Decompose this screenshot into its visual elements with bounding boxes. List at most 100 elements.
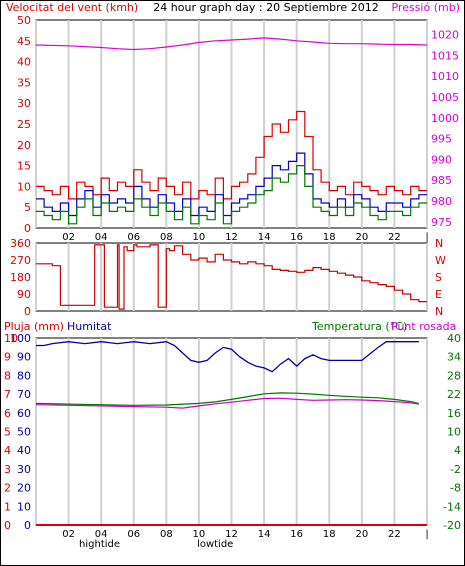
temperature-axis-title: Temperatura (°C) (311, 320, 407, 333)
x-tick-label: 10 (193, 529, 206, 540)
direction-tick-label: 360 (10, 237, 31, 250)
humidity-tick-label: 40 (17, 444, 31, 457)
temperature-series-line (35, 392, 420, 406)
rain-tick-label: 1 (4, 500, 11, 513)
x-tick-label: 20 (355, 529, 368, 540)
temperature-tick-label: 34 (447, 351, 461, 364)
humidity-tick-label: 70 (17, 388, 31, 401)
x-tick-label: | (425, 529, 428, 540)
rain-tick-label: 2 (4, 482, 11, 495)
temperature-tick-label: -14 (443, 500, 461, 513)
x-tick-label: 18 (323, 232, 336, 243)
pressure-tick-label: 990 (431, 153, 452, 166)
wind-tick-label: 0 (24, 222, 31, 235)
temperature-tick-label: -8 (450, 482, 461, 495)
pressure-tick-label: 1005 (431, 91, 459, 104)
dewpoint-axis-title: Punt rosada (391, 320, 456, 333)
x-tick-label: 08 (160, 529, 173, 540)
humidity-axis-title: Humitat (67, 320, 112, 333)
pressure-tick-label: 995 (431, 133, 452, 146)
wind-tick-label: 20 (17, 139, 31, 152)
chart-title: 24 hour graph day : 20 Septiembre 2012 (153, 1, 378, 14)
pressure-tick-label: 980 (431, 195, 452, 208)
x-tick-label: 02 (62, 232, 75, 243)
x-tick-label: | (425, 232, 428, 243)
gust-series-line (36, 110, 427, 200)
rain-tick-label: 0 (4, 519, 11, 532)
x-tick-label: 12 (225, 529, 238, 540)
pressure-tick-label: 975 (431, 216, 452, 229)
rain-tick-label: 6 (4, 407, 11, 420)
wind-tick-label: 35 (17, 76, 31, 89)
temperature-tick-label: 16 (447, 407, 461, 420)
direction-tick-label: 270 (10, 254, 31, 267)
humidity-tick-label: 50 (17, 426, 31, 439)
x-tick-label: 06 (127, 529, 140, 540)
pressure-axis-title: Pressió (mb) (391, 1, 460, 14)
wind-tick-label: 30 (17, 97, 31, 110)
temperature-tick-label: 10 (447, 426, 461, 439)
tide-label: lowtide (197, 539, 233, 550)
temperature-tick-label: 40 (447, 332, 461, 345)
temperature-tick-label: 4 (454, 444, 461, 457)
humidity-tick-label: 60 (17, 407, 31, 420)
compass-label: W (435, 254, 446, 267)
compass-label: E (435, 288, 442, 301)
pressure-tick-label: 985 (431, 174, 452, 187)
rain-tick-label: 9 (4, 351, 11, 364)
direction-series-line (36, 244, 427, 310)
wind-tick-label: 50 (17, 14, 31, 27)
pressure-tick-label: 1010 (431, 70, 459, 83)
panel-rain-humidity-temperature: Pluja (mm) Humitat Temperatura (°C)Punt ro… (4, 320, 461, 550)
x-tick-label: 22 (388, 232, 401, 243)
compass-label: N (435, 237, 443, 250)
pressure-series-line (35, 37, 428, 51)
wind-tick-label: 15 (17, 160, 31, 173)
x-tick-label: 12 (225, 232, 238, 243)
humidity-tick-label: 20 (17, 482, 31, 495)
compass-label: S (435, 271, 442, 284)
rain-tick-label: 7 (4, 388, 11, 401)
pressure-tick-label: 1015 (431, 49, 459, 62)
pressure-tick-label: 1020 (431, 29, 459, 42)
rain-tick-label: 8 (4, 369, 11, 382)
wind-axis-title: Velocitat del vent (kmh) (6, 1, 138, 14)
panel-wind-pressure: 0510152025303540455097598098599099510001… (17, 14, 459, 253)
x-tick-label: 18 (323, 529, 336, 540)
x-tick-label: 04 (95, 232, 108, 243)
wind-tick-label: 25 (17, 118, 31, 131)
x-tick-label: 10 (193, 232, 206, 243)
rain-tick-label: 10 (4, 332, 18, 345)
rain-axis-title: Pluja (mm) (4, 320, 64, 333)
x-tick-label: 02 (62, 529, 75, 540)
rain-tick-label: 3 (4, 463, 11, 476)
humidity-tick-label: 30 (17, 463, 31, 476)
direction-tick-label: 180 (10, 271, 31, 284)
tide-label: hightide (79, 539, 120, 550)
x-tick-label: 16 (290, 529, 303, 540)
x-tick-label: 22 (388, 529, 401, 540)
wind-tick-label: 45 (17, 35, 31, 48)
x-tick-label: 04 (95, 529, 108, 540)
direction-tick-label: 90 (17, 288, 31, 301)
rain-tick-label: 4 (4, 444, 11, 457)
wind-tick-label: 5 (24, 201, 31, 214)
x-tick-label: 06 (127, 232, 140, 243)
temperature-tick-label: -2 (450, 463, 461, 476)
rain-tick-label: 5 (4, 426, 11, 439)
humidity-tick-label: 0 (24, 519, 31, 532)
x-tick-label: 14 (258, 232, 271, 243)
temperature-tick-label: -20 (443, 519, 461, 532)
humidity-tick-label: 100 (10, 332, 31, 345)
wind-tick-label: 40 (17, 56, 31, 69)
x-tick-label: 08 (160, 232, 173, 243)
temperature-tick-label: 28 (447, 369, 461, 382)
direction-tick-label: 0 (24, 305, 31, 318)
wind-series-line (36, 165, 427, 225)
humidity-series-line (36, 341, 419, 373)
wind-tick-label: 10 (17, 180, 31, 193)
humidity-tick-label: 10 (17, 500, 31, 513)
